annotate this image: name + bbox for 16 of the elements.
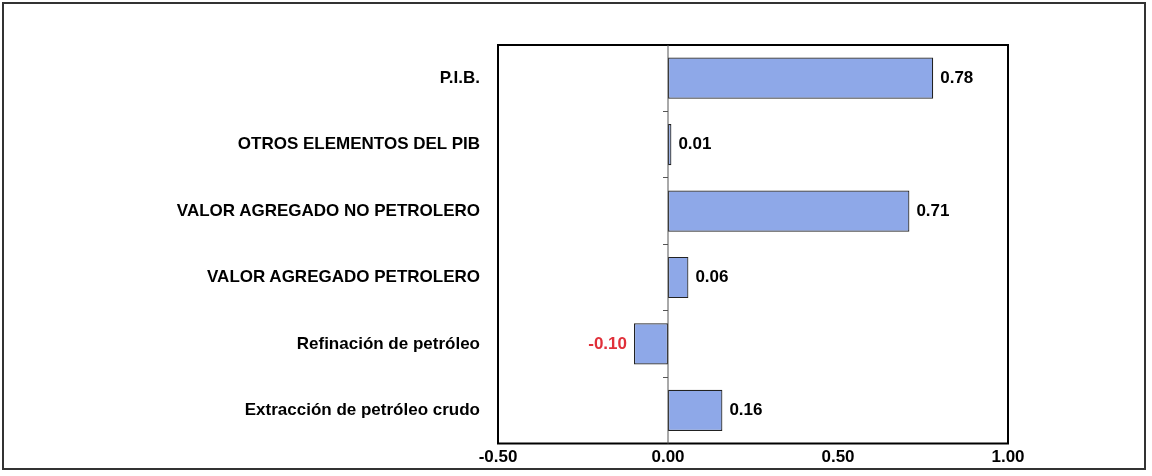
data-label: 0.06 [695,267,729,287]
x-tick-label: 1.00 [991,447,1025,467]
data-label: 0.16 [729,400,763,420]
y-tick-label: VALOR AGREGADO NO PETROLERO [176,200,480,220]
data-label: 0.71 [916,200,950,220]
x-tick-label: -0.50 [478,447,518,467]
x-tick-label: 0.50 [821,447,855,467]
data-label: 0.01 [678,134,712,154]
y-tick-label: P.I.B. [439,67,480,87]
data-label: 0.78 [940,67,974,87]
y-tick-label: Refinación de petróleo [296,333,480,353]
y-tick-label: Extracción de petróleo crudo [244,400,480,420]
y-tick-label: OTROS ELEMENTOS DEL PIB [237,134,480,154]
x-tick-label: 0.00 [651,447,685,467]
data-label: -0.10 [588,333,627,353]
y-tick-label: VALOR AGREGADO PETROLERO [207,267,480,287]
